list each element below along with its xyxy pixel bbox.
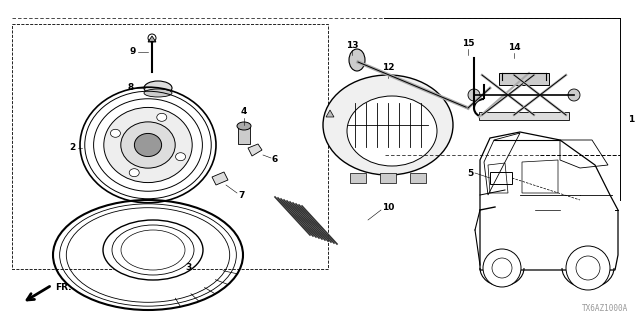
Text: 1: 1 — [628, 116, 634, 124]
Text: 8: 8 — [128, 84, 134, 92]
Text: TX6AZ1000A: TX6AZ1000A — [582, 304, 628, 313]
Circle shape — [468, 89, 480, 101]
Circle shape — [483, 249, 521, 287]
Circle shape — [568, 89, 580, 101]
Ellipse shape — [349, 49, 365, 71]
Polygon shape — [212, 172, 228, 185]
Ellipse shape — [144, 81, 172, 95]
Text: 7: 7 — [238, 190, 244, 199]
Bar — [12, 24, 328, 269]
Ellipse shape — [237, 122, 251, 130]
Text: 3: 3 — [185, 263, 191, 273]
Text: 10: 10 — [382, 204, 394, 212]
Text: 13: 13 — [346, 41, 358, 50]
Bar — [350, 173, 366, 183]
Ellipse shape — [104, 108, 192, 183]
Text: 12: 12 — [381, 63, 394, 73]
Bar — [238, 126, 250, 144]
Ellipse shape — [103, 220, 203, 280]
Polygon shape — [248, 144, 262, 156]
Text: 15: 15 — [461, 38, 474, 47]
Text: 2: 2 — [68, 143, 75, 153]
Bar — [479, 112, 569, 120]
Text: 4: 4 — [241, 108, 247, 116]
Text: 14: 14 — [508, 44, 520, 52]
Text: 9: 9 — [130, 47, 136, 57]
Polygon shape — [326, 110, 334, 117]
Text: FR.: FR. — [55, 284, 72, 292]
Bar — [490, 172, 512, 184]
Ellipse shape — [144, 89, 172, 97]
Circle shape — [566, 246, 610, 290]
Ellipse shape — [157, 113, 167, 121]
Ellipse shape — [134, 133, 161, 156]
Text: 6: 6 — [272, 156, 278, 164]
Ellipse shape — [323, 75, 453, 175]
Bar — [410, 173, 426, 183]
Bar — [499, 73, 549, 85]
Ellipse shape — [121, 122, 175, 168]
Text: 5: 5 — [467, 169, 473, 178]
Ellipse shape — [175, 153, 186, 161]
Bar — [380, 173, 396, 183]
Ellipse shape — [347, 96, 437, 166]
Ellipse shape — [111, 129, 120, 137]
Ellipse shape — [129, 169, 140, 177]
Polygon shape — [148, 36, 156, 42]
